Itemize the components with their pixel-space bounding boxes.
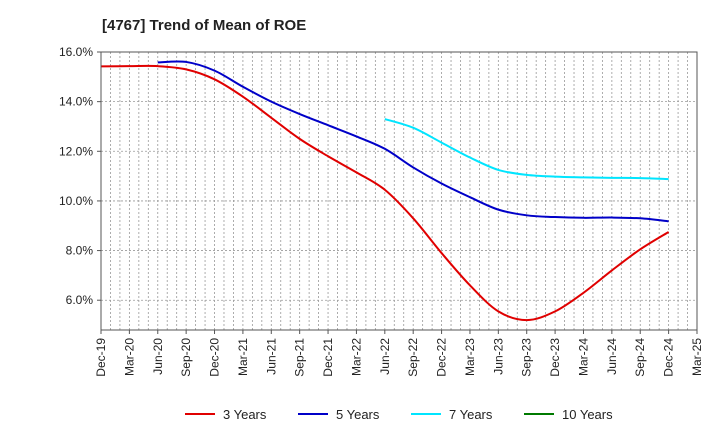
y-axis-ticks: 6.0% 8.0% 10.0% 12.0% 14.0% 16.0% [59, 45, 101, 307]
series-line-7-years [384, 118, 669, 181]
y-tick-label: 12.0% [59, 144, 93, 158]
x-tick-label: Dec-24 [662, 338, 676, 377]
x-tick-label: Sep-21 [293, 338, 307, 377]
legend-label: 5 Years [336, 407, 380, 422]
x-axis-ticks: Dec-19 Mar-20 Jun-20 Sep-20 Dec-20 Mar-21 Jun-… [94, 330, 704, 377]
x-tick-label: Mar-22 [349, 338, 363, 376]
legend-label: 3 Years [223, 407, 267, 422]
x-tick-label: Mar-24 [576, 338, 590, 376]
grid-layer [101, 51, 697, 330]
y-tick-label: 6.0% [66, 293, 94, 307]
x-tick-label: Mar-20 [122, 338, 136, 376]
x-tick-label: Jun-20 [151, 338, 165, 375]
x-tick-label: Jun-23 [491, 338, 505, 375]
x-tick-label: Sep-24 [633, 338, 647, 377]
y-tick-label: 14.0% [59, 95, 93, 109]
x-tick-label: Mar-25 [690, 338, 704, 376]
y-tick-label: 16.0% [59, 45, 93, 59]
x-tick-label: Dec-22 [435, 338, 449, 377]
x-tick-label: Jun-21 [264, 338, 278, 375]
chart-title: [4767] Trend of Mean of ROE [102, 17, 306, 34]
x-tick-label: Sep-20 [179, 338, 193, 377]
series-layer [100, 60, 670, 322]
x-tick-label: Dec-21 [321, 338, 335, 377]
x-tick-label: Sep-22 [406, 338, 420, 377]
legend-label: 7 Years [449, 407, 493, 422]
x-tick-label: Jun-22 [378, 338, 392, 375]
series-line-3-years [100, 64, 670, 322]
x-tick-label: Dec-23 [548, 338, 562, 377]
legend-label: 10 Years [562, 407, 613, 422]
x-tick-label: Mar-21 [236, 338, 250, 376]
plot-area-frame [100, 51, 698, 331]
x-tick-label: Dec-19 [94, 338, 108, 377]
y-tick-label: 8.0% [66, 244, 94, 258]
y-tick-label: 10.0% [59, 194, 93, 208]
x-tick-label: Mar-23 [463, 338, 477, 376]
x-tick-label: Jun-24 [605, 338, 619, 375]
x-tick-label: Dec-20 [208, 338, 222, 377]
legend: 3 Years 5 Years 7 Years 10 Years [185, 407, 613, 422]
x-tick-label: Sep-23 [520, 338, 534, 377]
series-line-5-years [157, 60, 669, 223]
